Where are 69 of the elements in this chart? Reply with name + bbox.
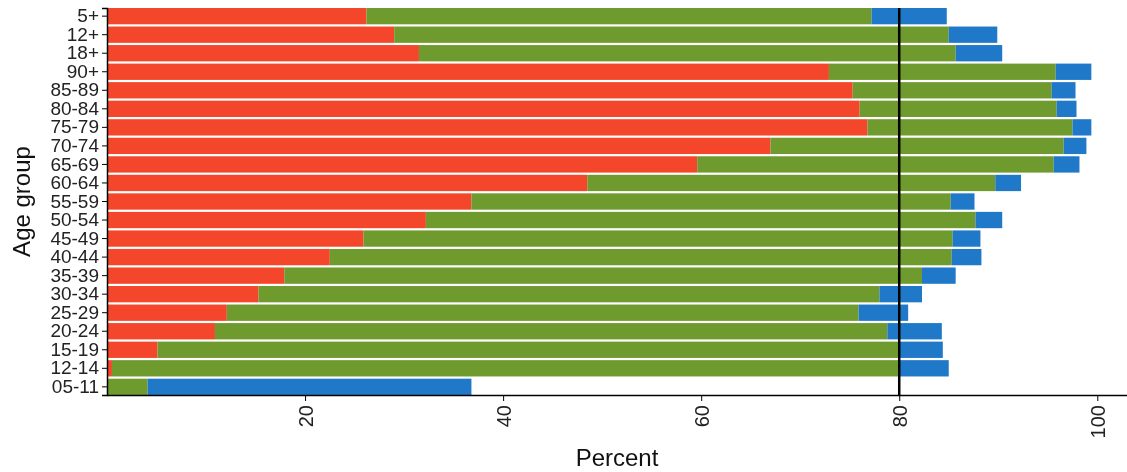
bar xyxy=(425,211,976,229)
bar xyxy=(697,156,1054,173)
bar xyxy=(366,8,872,25)
bar xyxy=(107,156,698,173)
bar xyxy=(284,267,923,284)
bar xyxy=(951,248,982,266)
bar xyxy=(107,341,158,358)
bar xyxy=(107,230,364,247)
bar xyxy=(107,137,771,155)
bar xyxy=(950,193,975,210)
bar xyxy=(107,248,330,266)
bar xyxy=(329,248,952,266)
bar xyxy=(107,267,285,284)
bar xyxy=(867,119,1073,136)
bar xyxy=(770,137,1064,155)
bar xyxy=(418,45,956,62)
x-tick-label: 80 xyxy=(888,405,911,428)
bar xyxy=(226,304,859,321)
bar xyxy=(1056,100,1077,117)
bar xyxy=(107,100,860,117)
x-axis-title: Percent xyxy=(575,444,659,471)
bar xyxy=(922,267,956,284)
bar xyxy=(871,8,947,25)
bar xyxy=(107,8,367,25)
bar xyxy=(107,211,426,229)
bar xyxy=(975,211,1003,229)
bar xyxy=(363,230,953,247)
bar xyxy=(107,45,419,62)
y-axis-title: Age group xyxy=(8,146,35,257)
bar xyxy=(107,26,395,43)
bar xyxy=(952,230,981,247)
bar xyxy=(955,45,1003,62)
bar xyxy=(107,82,853,99)
x-tick-label: 20 xyxy=(294,405,317,428)
bar xyxy=(147,378,472,395)
bar xyxy=(828,63,1056,80)
bar xyxy=(879,286,923,303)
bar xyxy=(898,360,949,377)
bar xyxy=(1053,156,1080,173)
bar xyxy=(107,378,148,395)
bar xyxy=(107,119,868,136)
bar xyxy=(1072,119,1092,136)
y-tick-label: 65-69 xyxy=(50,153,99,175)
bar xyxy=(852,82,1052,99)
bar xyxy=(107,286,259,303)
bar xyxy=(858,304,909,321)
bar xyxy=(898,341,943,358)
bar xyxy=(859,100,1057,117)
bar xyxy=(394,26,949,43)
x-tick-label: 40 xyxy=(492,405,515,428)
bar xyxy=(887,323,942,340)
bar xyxy=(471,193,951,210)
bar xyxy=(157,341,899,358)
bar xyxy=(107,174,588,192)
bar xyxy=(111,360,899,377)
bar xyxy=(214,323,888,340)
bar xyxy=(587,174,996,192)
x-tick-label: 100 xyxy=(1086,405,1109,439)
bar xyxy=(107,304,227,321)
x-tick-label: 60 xyxy=(690,405,713,428)
bar xyxy=(995,174,1022,192)
bar xyxy=(1051,82,1076,99)
bar xyxy=(948,26,998,43)
bar xyxy=(1063,137,1087,155)
bar xyxy=(107,323,215,340)
bar xyxy=(1055,63,1092,80)
bar xyxy=(258,286,880,303)
bar xyxy=(107,63,829,80)
bar xyxy=(107,193,472,210)
